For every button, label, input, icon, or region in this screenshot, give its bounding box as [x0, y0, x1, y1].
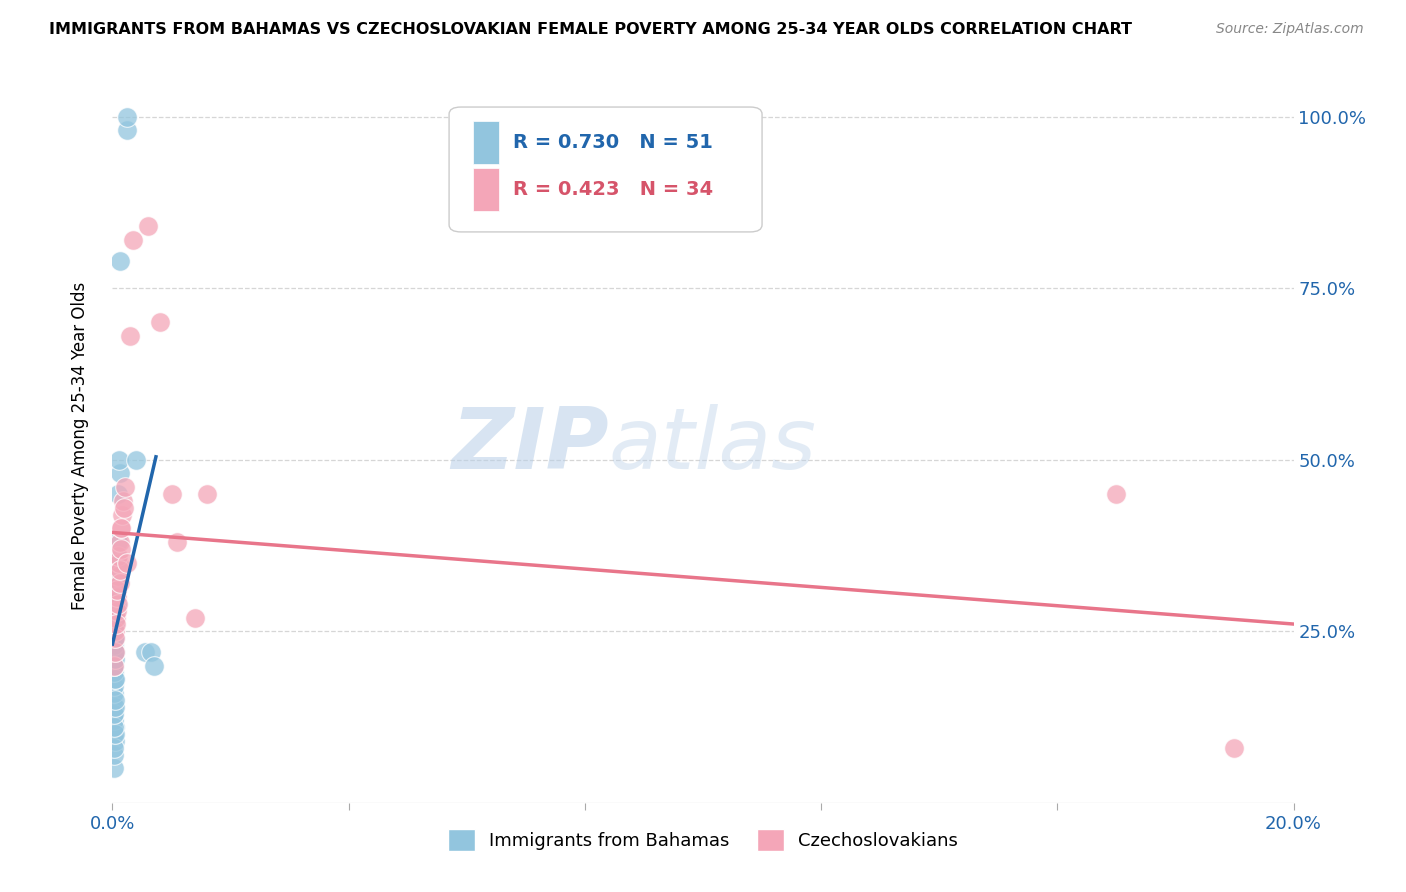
- Point: [117, 110, 138, 124]
- Point: [103, 699, 125, 714]
- Point: [103, 706, 125, 721]
- Y-axis label: Female Poverty Among 25-34 Year Olds: Female Poverty Among 25-34 Year Olds: [70, 282, 89, 610]
- Point: [103, 658, 125, 673]
- FancyBboxPatch shape: [449, 107, 762, 232]
- Point: [105, 590, 128, 604]
- Point: [105, 549, 128, 563]
- Point: [117, 123, 138, 137]
- Point: [105, 610, 128, 624]
- FancyBboxPatch shape: [472, 121, 499, 164]
- Point: [112, 494, 135, 508]
- Point: [104, 583, 127, 598]
- Point: [105, 590, 128, 604]
- Legend: Immigrants from Bahamas, Czechoslovakians: Immigrants from Bahamas, Czechoslovakian…: [440, 822, 966, 858]
- Point: [104, 693, 127, 707]
- Point: [149, 316, 172, 330]
- Point: [108, 562, 131, 576]
- Point: [120, 329, 142, 343]
- Point: [104, 734, 127, 748]
- Point: [125, 452, 148, 467]
- Text: R = 0.423   N = 34: R = 0.423 N = 34: [513, 179, 713, 199]
- Point: [136, 219, 159, 234]
- Point: [103, 747, 125, 762]
- Point: [112, 500, 135, 515]
- Point: [108, 467, 131, 481]
- Point: [105, 604, 128, 618]
- Point: [105, 569, 128, 583]
- Point: [104, 631, 127, 645]
- Point: [103, 727, 125, 741]
- Point: [108, 253, 131, 268]
- Point: [114, 480, 136, 494]
- Point: [103, 762, 125, 776]
- Point: [107, 549, 129, 563]
- Point: [105, 617, 128, 632]
- Point: [107, 535, 129, 549]
- Point: [107, 569, 129, 583]
- Point: [103, 658, 125, 673]
- Point: [1223, 740, 1246, 755]
- Text: IMMIGRANTS FROM BAHAMAS VS CZECHOSLOVAKIAN FEMALE POVERTY AMONG 25-34 YEAR OLDS : IMMIGRANTS FROM BAHAMAS VS CZECHOSLOVAKI…: [49, 22, 1132, 37]
- Point: [110, 521, 132, 535]
- Point: [103, 679, 125, 693]
- Point: [104, 617, 127, 632]
- Point: [101, 693, 124, 707]
- Point: [107, 487, 129, 501]
- Point: [104, 720, 127, 734]
- Point: [103, 714, 125, 728]
- Text: atlas: atlas: [609, 404, 817, 488]
- Point: [103, 638, 125, 652]
- Point: [108, 576, 131, 591]
- Point: [134, 645, 156, 659]
- Point: [108, 535, 131, 549]
- Point: [108, 452, 131, 467]
- Point: [166, 535, 188, 549]
- Point: [103, 631, 125, 645]
- Point: [104, 631, 127, 645]
- Point: [111, 508, 134, 522]
- Point: [117, 556, 138, 570]
- Point: [103, 624, 125, 639]
- Point: [122, 233, 145, 247]
- Point: [160, 487, 183, 501]
- Point: [105, 590, 128, 604]
- Point: [110, 521, 132, 535]
- Point: [103, 706, 125, 721]
- Point: [104, 673, 127, 687]
- Text: ZIP: ZIP: [451, 404, 609, 488]
- Point: [103, 740, 125, 755]
- Point: [105, 604, 128, 618]
- Point: [110, 541, 132, 556]
- FancyBboxPatch shape: [472, 168, 499, 211]
- Point: [1105, 487, 1128, 501]
- Point: [103, 665, 125, 680]
- Point: [108, 556, 131, 570]
- Point: [104, 699, 127, 714]
- Point: [142, 658, 165, 673]
- Point: [104, 673, 127, 687]
- Point: [104, 645, 127, 659]
- Point: [105, 583, 128, 598]
- Text: Source: ZipAtlas.com: Source: ZipAtlas.com: [1216, 22, 1364, 37]
- Point: [105, 597, 128, 611]
- Point: [104, 645, 127, 659]
- Point: [107, 597, 129, 611]
- Point: [139, 645, 162, 659]
- Point: [103, 658, 125, 673]
- Text: R = 0.730   N = 51: R = 0.730 N = 51: [513, 133, 713, 153]
- Point: [103, 686, 125, 700]
- Point: [104, 610, 127, 624]
- Point: [104, 727, 127, 741]
- Point: [195, 487, 218, 501]
- Point: [104, 645, 127, 659]
- Point: [105, 576, 128, 591]
- Point: [104, 651, 127, 665]
- Point: [184, 610, 207, 624]
- Point: [104, 624, 127, 639]
- Point: [103, 720, 125, 734]
- Point: [107, 556, 129, 570]
